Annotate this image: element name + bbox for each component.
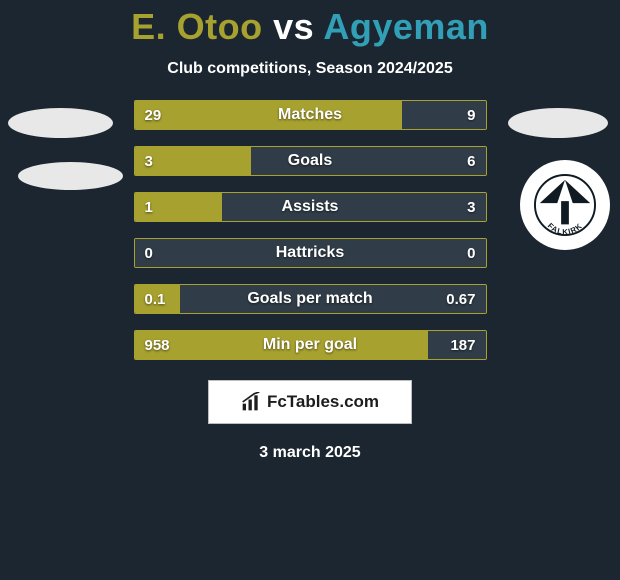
stats-bars: 299Matches 36Goals 13Assists 00Hattricks 0.1… xyxy=(134,100,487,360)
stat-label: Assists xyxy=(135,193,486,221)
player2-club-crest: FALKIRK xyxy=(520,160,610,250)
player1-flag-2 xyxy=(18,162,123,190)
stat-label: Goals xyxy=(135,147,486,175)
player2-flag xyxy=(508,108,608,138)
branding-text: FcTables.com xyxy=(267,392,379,412)
stat-bar: 958187Min per goal xyxy=(134,330,487,360)
title-vs: vs xyxy=(273,6,314,47)
stat-label: Goals per match xyxy=(135,285,486,313)
branding-badge: FcTables.com xyxy=(208,380,412,424)
player1-flag-1 xyxy=(8,108,113,138)
stat-bar: 13Assists xyxy=(134,192,487,222)
stat-label: Hattricks xyxy=(135,239,486,267)
stat-label: Min per goal xyxy=(135,331,486,359)
svg-text:FALKIRK: FALKIRK xyxy=(546,221,585,236)
title-player2: Agyeman xyxy=(323,6,489,47)
subtitle: Club competitions, Season 2024/2025 xyxy=(0,60,620,78)
title-player1: E. Otoo xyxy=(131,6,263,47)
fctables-logo-icon xyxy=(241,392,261,412)
page-title: E. Otoo vs Agyeman xyxy=(0,6,620,48)
stat-bar: 36Goals xyxy=(134,146,487,176)
stat-bar: 0.10.67Goals per match xyxy=(134,284,487,314)
stat-bar: 299Matches xyxy=(134,100,487,130)
falkirk-crest-icon: FALKIRK xyxy=(534,174,596,236)
date-text: 3 march 2025 xyxy=(0,444,620,462)
stat-bar: 00Hattricks xyxy=(134,238,487,268)
stat-label: Matches xyxy=(135,101,486,129)
